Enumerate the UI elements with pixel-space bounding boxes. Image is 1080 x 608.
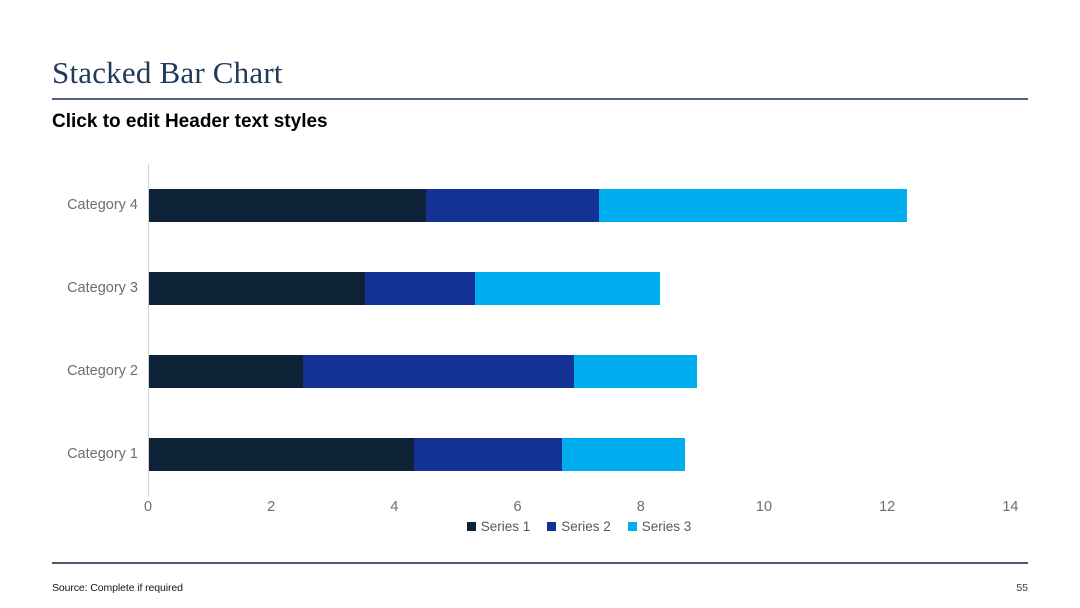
legend-label: Series 3 <box>641 519 692 534</box>
bar-segment <box>413 438 562 471</box>
category-label: Category 1 <box>67 446 138 462</box>
category-label: Category 4 <box>67 197 138 213</box>
legend-label: Series 1 <box>480 519 531 534</box>
category-label: Category 2 <box>67 363 138 379</box>
x-tick-label: 14 <box>1002 499 1019 515</box>
bar-row <box>149 355 698 388</box>
x-tick-label: 12 <box>879 499 896 515</box>
bar-segment <box>149 272 365 305</box>
title-divider <box>52 98 1028 100</box>
legend-swatch-icon <box>547 522 557 531</box>
x-tick-label: 2 <box>267 499 276 515</box>
legend-item: Series 3 <box>627 519 692 534</box>
legend-swatch-icon <box>466 522 476 531</box>
page-number: 55 <box>1016 582 1028 594</box>
legend-swatch-icon <box>627 522 637 531</box>
header-text-placeholder[interactable]: Click to edit Header text styles <box>52 111 328 132</box>
x-tick-label: 10 <box>755 499 773 515</box>
bar-segment <box>475 272 661 305</box>
chart-legend: Series 1 Series 2 Series 3 <box>148 519 1010 534</box>
source-note[interactable]: Source: Complete if required <box>52 582 183 594</box>
y-axis-line <box>148 164 149 497</box>
slide-title[interactable]: Stacked Bar Chart <box>52 55 283 90</box>
bar-segment <box>426 189 599 222</box>
x-tick-label: 6 <box>513 499 522 515</box>
x-tick-label: 0 <box>143 499 153 515</box>
category-label: Category 3 <box>67 280 138 296</box>
legend-item: Series 2 <box>547 519 611 534</box>
bar-segment <box>574 355 698 388</box>
bar-row <box>149 438 685 471</box>
bar-segment <box>303 355 575 388</box>
bar-segment <box>598 189 907 222</box>
bar-segment <box>149 189 427 222</box>
footer-divider <box>52 562 1028 564</box>
bar-row <box>149 189 907 222</box>
bar-segment <box>364 272 476 305</box>
legend-item: Series 1 <box>466 519 531 534</box>
bar-segment <box>149 438 414 471</box>
x-tick-label: 8 <box>636 499 645 515</box>
bar-row <box>149 272 661 305</box>
bar-segment <box>561 438 685 471</box>
legend-label: Series 2 <box>561 519 611 534</box>
x-tick-label: 4 <box>390 499 399 515</box>
bar-segment <box>149 355 303 388</box>
